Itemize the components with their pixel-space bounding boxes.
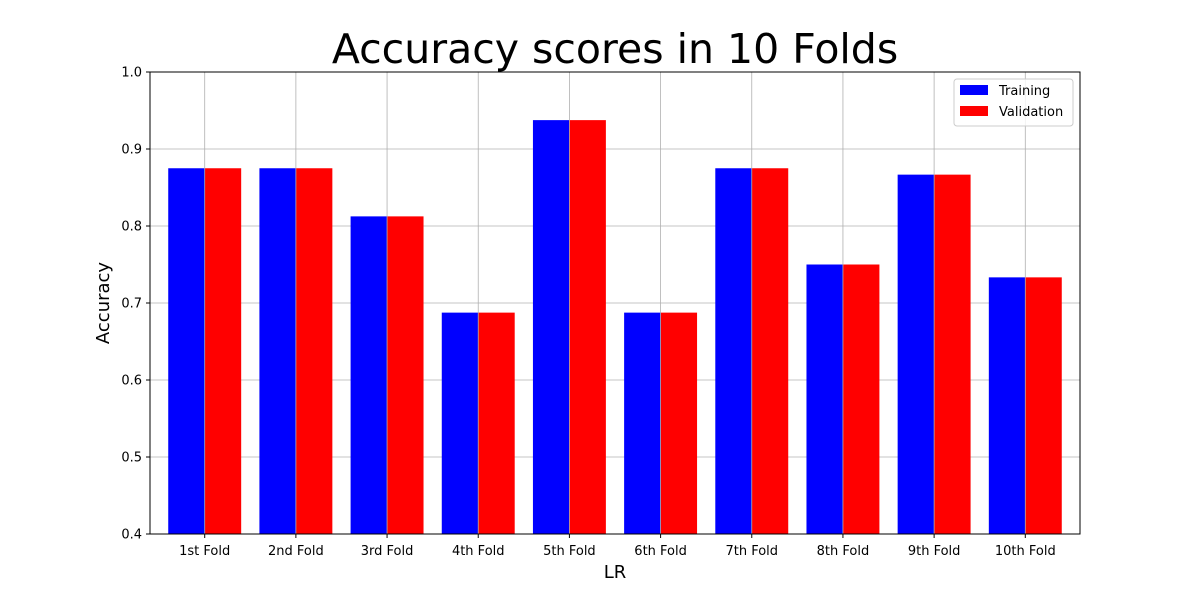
bars xyxy=(168,120,1062,535)
bar-validation-4 xyxy=(478,312,515,534)
bar-training-7 xyxy=(715,168,752,534)
y-tick-label: 0.8 xyxy=(121,220,142,235)
x-tick-label: 9th Fold xyxy=(908,544,961,559)
chart-title: Accuracy scores in 10 Folds xyxy=(332,25,898,73)
bar-training-6 xyxy=(624,312,661,534)
bar-validation-8 xyxy=(842,264,880,534)
y-tick-label: 1.0 xyxy=(121,66,142,81)
x-tick-label: 6th Fold xyxy=(634,544,687,559)
legend-swatch-training xyxy=(960,85,988,95)
legend-swatch-validation xyxy=(960,106,988,116)
y-tick-label: 0.4 xyxy=(121,528,142,543)
bar-validation-1 xyxy=(204,168,242,534)
bar-validation-10 xyxy=(1025,277,1062,534)
bar-validation-6 xyxy=(660,312,698,534)
y-axis-ticks: 0.4 0.5 0.6 0.7 0.8 0.9 1.0 xyxy=(121,66,150,543)
x-tick-label: 8th Fold xyxy=(817,544,870,559)
bar-validation-7 xyxy=(751,168,789,534)
bar-training-10 xyxy=(988,277,1026,534)
bar-training-8 xyxy=(806,264,843,534)
bar-validation-9 xyxy=(934,174,971,535)
x-axis-title: LR xyxy=(604,562,627,583)
y-tick-label: 0.9 xyxy=(121,143,142,158)
x-tick-label: 3rd Fold xyxy=(361,544,414,559)
bar-training-2 xyxy=(259,168,296,534)
x-tick-label: 1st Fold xyxy=(179,544,230,559)
y-tick-label: 0.7 xyxy=(121,297,142,312)
bar-training-4 xyxy=(441,312,479,534)
bar-training-3 xyxy=(350,216,388,534)
x-tick-label: 2nd Fold xyxy=(268,544,324,559)
x-tick-label: 10th Fold xyxy=(995,544,1056,559)
legend-label-validation: Validation xyxy=(999,105,1063,120)
x-tick-label: 7th Fold xyxy=(725,544,778,559)
x-tick-label: 5th Fold xyxy=(543,544,596,559)
bar-training-5 xyxy=(532,120,570,534)
bar-validation-5 xyxy=(569,120,606,534)
y-tick-label: 0.5 xyxy=(121,451,142,466)
y-axis-title: Accuracy xyxy=(93,262,114,345)
bar-training-9 xyxy=(897,174,935,535)
bar-training-1 xyxy=(168,168,205,534)
x-axis-ticks: 1st Fold 2nd Fold 3rd Fold 4th Fold 5th Fold… xyxy=(179,534,1056,559)
legend: Training Validation xyxy=(953,78,1074,127)
y-tick-label: 0.6 xyxy=(121,374,142,389)
x-tick-label: 4th Fold xyxy=(452,544,505,559)
bar-validation-2 xyxy=(295,168,333,534)
x-grid-lines xyxy=(204,72,1026,534)
bar-validation-3 xyxy=(387,216,424,534)
legend-label-training: Training xyxy=(998,84,1050,99)
